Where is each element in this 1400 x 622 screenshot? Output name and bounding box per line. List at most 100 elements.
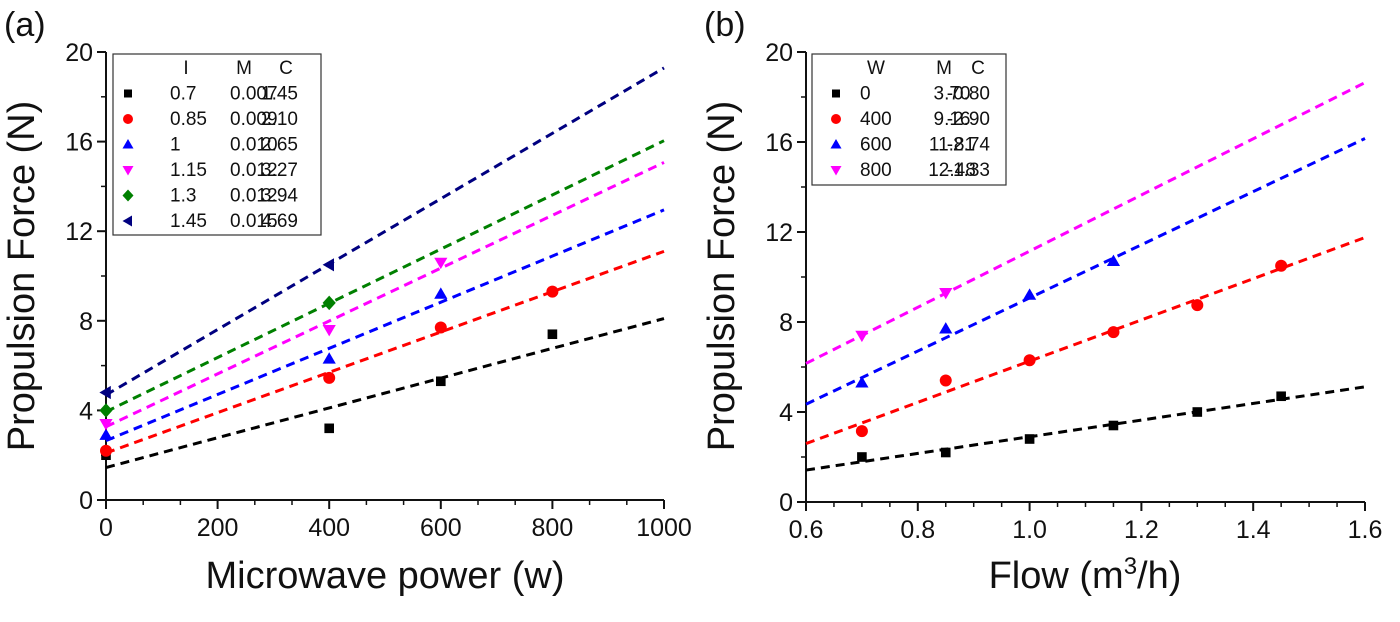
panel-b-fit-line-0 — [805, 385, 1366, 472]
panel-b-legend-value: 0 — [860, 84, 871, 105]
panel-a-point-1 — [322, 352, 336, 364]
panel-a-y-tick-label: 12 — [65, 218, 93, 246]
panel-b-legend-header: M — [936, 58, 952, 79]
panel-b-legend-marker — [831, 114, 841, 124]
panel-b-legend-value: 400 — [860, 109, 892, 130]
panel-b-point-600 — [1023, 288, 1037, 300]
panel-a-legend-value: 1 — [170, 135, 181, 156]
panel-b-x-tick-label: 0.8 — [900, 516, 935, 544]
panel-a-y-tick-label: 8 — [79, 308, 93, 336]
panel-a-x-tick-label: 400 — [308, 514, 350, 542]
panel-a-x-tick-label: 200 — [197, 514, 239, 542]
panel-b-y-tick-label: 20 — [765, 39, 793, 67]
panel-a-fit-line-0.85 — [105, 249, 665, 455]
panel-b-x-tick-label: 0.6 — [789, 516, 824, 544]
panel-a-fit-line-1 — [105, 208, 665, 443]
panel-b-legend-value: 600 — [860, 135, 892, 156]
panel-b-x-tick-label: 1.6 — [1348, 516, 1383, 544]
panel-b-point-0 — [1276, 391, 1286, 402]
panel-a-legend-marker — [122, 215, 132, 227]
panel-a-legend-value: 0.012 — [230, 186, 278, 207]
panel-a-x-tick-label: 800 — [532, 514, 574, 542]
panel-b-point-600 — [1106, 254, 1121, 267]
panel-a-point-0.7 — [547, 329, 558, 340]
panel-a-legend-value: 2.65 — [261, 135, 298, 156]
panel-a-legend-header: I — [183, 58, 188, 79]
panel-b-legend-value: -2.90 — [947, 109, 990, 130]
panel-b-legend-marker — [830, 139, 842, 149]
panel-a-y-axis-title: Propulsion Force (N) — [1, 101, 43, 452]
panel-b-point-0 — [1192, 407, 1203, 417]
panel-a-legend-header: C — [279, 58, 293, 79]
panel-b-x-tick-label: 1.2 — [1124, 516, 1159, 544]
panel-b-legend-value: -2.74 — [947, 135, 991, 156]
panel-a-point-0.7 — [324, 423, 334, 434]
panel-a-legend-value: 0.015 — [230, 211, 278, 232]
panel-b-legend-value: 800 — [860, 160, 892, 181]
panel-b-fit-line-400 — [805, 236, 1366, 445]
panel-a-legend-box — [112, 53, 322, 236]
panel-a-fit-line-1.15 — [105, 161, 665, 429]
panel-b-point-400 — [1191, 299, 1204, 312]
panel-a-label: (a) — [4, 6, 46, 44]
panel-a-point-0.85 — [546, 285, 559, 298]
panel-b-legend-header: W — [867, 58, 885, 79]
panel-a-x-tick-label: 0 — [99, 514, 113, 542]
panel-b-point-400 — [855, 425, 868, 438]
panel-b-y-tick-label: 16 — [765, 129, 793, 157]
panel-a-point-1 — [99, 428, 113, 440]
panel-a-legend-value: 0.007 — [230, 84, 278, 105]
panel-b-legend-marker — [830, 166, 842, 176]
panel-b: (b) Propulsion Force (N) Flow (m3/h) 0 4 8… — [701, 6, 1382, 597]
panel-a-legend-marker — [122, 139, 134, 149]
panel-b-point-0 — [1108, 420, 1119, 431]
panel-a-point-1.15 — [99, 419, 113, 431]
panel-a-point-1.45 — [99, 385, 111, 400]
panel-a-legend-value: 1.45 — [261, 84, 298, 105]
panel-b-legend: W M C 0 3.70-0.80 400 9.16-2.90 600 11.81-2.74 80… — [811, 53, 1007, 186]
panel-b-x-axis-title-tail: /h) — [1137, 555, 1181, 597]
panel-a-fit-line-1.3 — [105, 139, 665, 414]
panel-b-point-400 — [1107, 326, 1120, 339]
panel-a-point-0.85 — [100, 444, 112, 457]
panel-a-legend-value: 3.27 — [261, 160, 298, 181]
panel-a-legend-value: 0.009 — [230, 109, 278, 130]
panel-b-legend-box — [811, 53, 1007, 186]
panel-b-legend-value: 3.70 — [934, 84, 971, 105]
panel-b-x-axis-title-superscript: 3 — [1124, 553, 1137, 580]
panel-b-point-400 — [1023, 354, 1036, 367]
panel-b-point-400 — [1275, 259, 1288, 272]
panel-a-legend-value: 3.94 — [261, 186, 298, 207]
panel-a-fit-line-1.45 — [105, 66, 665, 397]
panel-a-legend-marker — [122, 189, 134, 202]
panel-b-x-axis-title: Flow (m3/h) — [989, 553, 1182, 597]
panel-b-y-tick-label: 0 — [779, 489, 793, 517]
panel-a-point-1.45 — [322, 258, 334, 272]
panel-b-point-800 — [855, 330, 869, 343]
panel-b-legend-header: C — [971, 58, 985, 79]
panel-b-legend-value: 9.16 — [934, 109, 971, 130]
panel-b-y-tick-label: 4 — [779, 399, 793, 427]
panel-a-legend-value: 1.45 — [170, 211, 207, 232]
panel-b-point-600 — [855, 376, 869, 388]
panel-a-legend-value: 2.10 — [261, 109, 298, 130]
panel-a-legend-marker — [124, 89, 132, 98]
panel-b-point-600 — [939, 322, 953, 334]
panel-a-legend-marker — [123, 114, 133, 124]
panel-b-legend-value: 12.48 — [928, 160, 976, 181]
panel-a-point-1.15 — [434, 257, 448, 270]
panel-a-point-1 — [434, 287, 448, 299]
panel-a-legend-value: 4.69 — [261, 211, 298, 232]
panel-a-point-0.7 — [436, 376, 446, 387]
panel-b-x-tick-label: 1.0 — [1012, 516, 1047, 544]
panel-a-point-1.15 — [322, 324, 336, 337]
panel-b-point-400 — [939, 374, 952, 387]
panel-b-y-tick-label: 8 — [779, 309, 793, 337]
panel-b-label: (b) — [704, 6, 746, 44]
panel-a-legend-value: 0.012 — [230, 160, 278, 181]
panel-a-x-axis-title: Microwave power (w) — [206, 555, 565, 597]
panel-b-x-axis-title-main: Flow (m — [989, 555, 1124, 597]
panel-b-point-800 — [939, 287, 953, 300]
panel-a-point-0.85 — [434, 321, 447, 334]
